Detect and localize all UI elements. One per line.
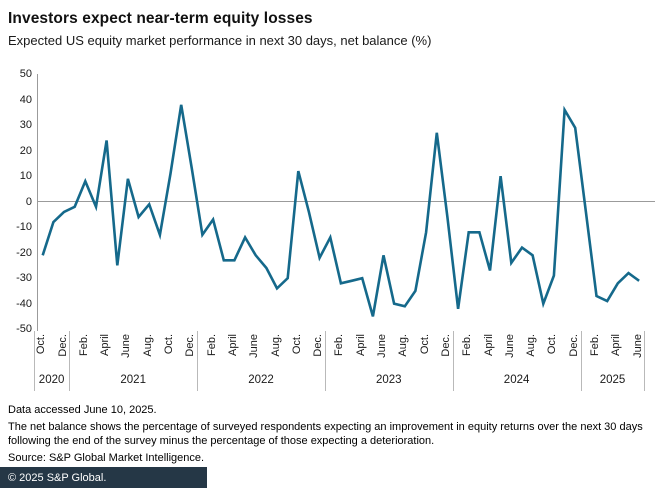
year-label: 2021 xyxy=(120,374,146,386)
year-separator-line xyxy=(580,331,582,391)
year-label: 2020 xyxy=(38,374,65,386)
year-separator-line xyxy=(34,331,35,391)
copyright-bar: © 2025 S&P Global. xyxy=(0,467,207,488)
year-label: 2023 xyxy=(376,374,402,386)
year-label: 2025 xyxy=(599,374,626,386)
chart-title: Investors expect near-term equity losses xyxy=(8,10,313,27)
year-separator-line xyxy=(324,331,326,391)
y-tick-label: 40 xyxy=(19,93,32,106)
y-tick-label: -40 xyxy=(16,297,32,310)
net-balance-series-line xyxy=(41,104,640,317)
y-tick-label: -30 xyxy=(16,272,32,285)
copyright-text: © 2025 S&P Global. xyxy=(8,471,107,484)
year-separator-line xyxy=(197,331,199,391)
source-note: Source: S&P Global Market Intelligence. xyxy=(8,452,205,464)
y-tick-label: 50 xyxy=(19,68,32,81)
year-label: 2022 xyxy=(248,374,274,386)
y-tick-label: -50 xyxy=(16,323,32,336)
y-tick-label: 30 xyxy=(19,119,32,132)
chart-subtitle: Expected US equity market performance in… xyxy=(8,33,432,48)
year-separator-line xyxy=(452,331,454,391)
y-tick-label: 20 xyxy=(19,144,32,157)
year-separator-line xyxy=(69,331,71,391)
y-tick-label: 10 xyxy=(19,170,32,183)
year-label: 2024 xyxy=(503,374,530,386)
methodology-note: The net balance shows the percentage of … xyxy=(8,421,643,447)
y-tick-label: -20 xyxy=(16,246,32,259)
year-separator-line xyxy=(644,331,646,391)
data-accessed-note: Data accessed June 10, 2025. xyxy=(8,404,157,416)
zero-gridline xyxy=(37,201,655,202)
y-tick-label: -10 xyxy=(16,221,32,234)
y-axis-line xyxy=(37,74,38,331)
y-tick-label: 0 xyxy=(25,195,32,208)
